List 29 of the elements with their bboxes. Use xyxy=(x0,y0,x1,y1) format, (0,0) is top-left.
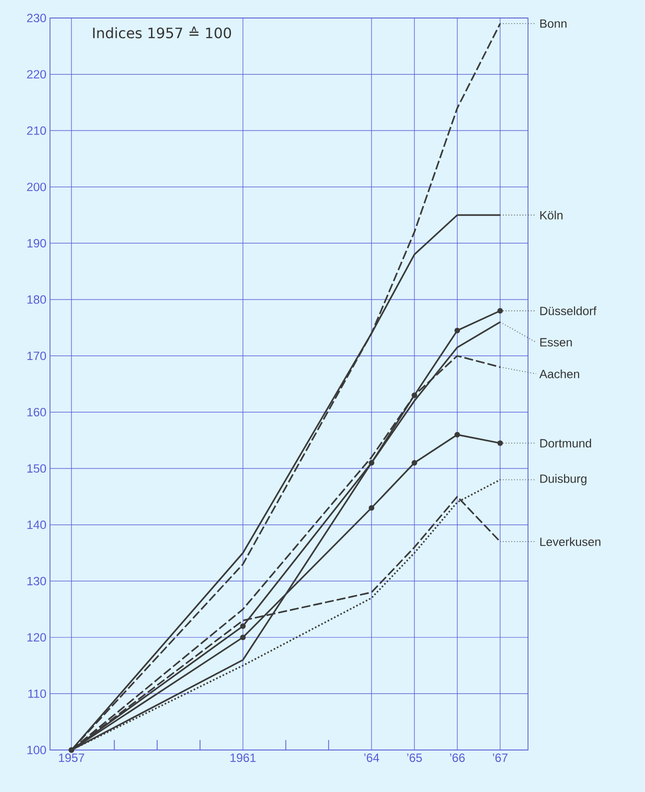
y-tick-label: 160 xyxy=(27,408,46,416)
x-tick-label: ’65 xyxy=(407,754,422,762)
y-tick-label: 100 xyxy=(27,746,46,754)
x-tick-label: 1957 xyxy=(59,754,84,762)
y-tick-label: 190 xyxy=(27,238,46,248)
y-tick-label: 140 xyxy=(27,520,46,529)
y-tick-label: 120 xyxy=(27,633,46,642)
y-tick-label: 220 xyxy=(27,70,46,79)
text: Aachen xyxy=(539,369,580,378)
x-tick-label: 1961 xyxy=(230,754,256,762)
text: Düsseldorf xyxy=(540,306,596,316)
y-tick-label: 210 xyxy=(27,126,46,135)
y-tick-label: 130 xyxy=(27,576,46,586)
y-tick-label: 180 xyxy=(27,295,46,304)
y-tick-label: 110 xyxy=(28,689,46,698)
text: Leverkusen xyxy=(540,537,600,546)
y-tick-label: 230 xyxy=(27,14,46,22)
y-tick-label: 150 xyxy=(27,464,46,473)
text: Köln xyxy=(540,210,562,220)
x-tick-label: ’67 xyxy=(492,754,508,762)
x-tick-label: ’66 xyxy=(450,754,465,762)
x-tick-label: ’64 xyxy=(364,754,380,762)
y-tick-label: 200 xyxy=(27,182,46,192)
text: Dortmund xyxy=(540,438,592,448)
text: Indices 1957 ≙ 100 xyxy=(93,26,231,38)
y-tick-label: 170 xyxy=(27,352,46,360)
text: Essen xyxy=(540,338,572,346)
text: Duisburg xyxy=(540,474,586,486)
text: Bonn xyxy=(540,19,566,28)
